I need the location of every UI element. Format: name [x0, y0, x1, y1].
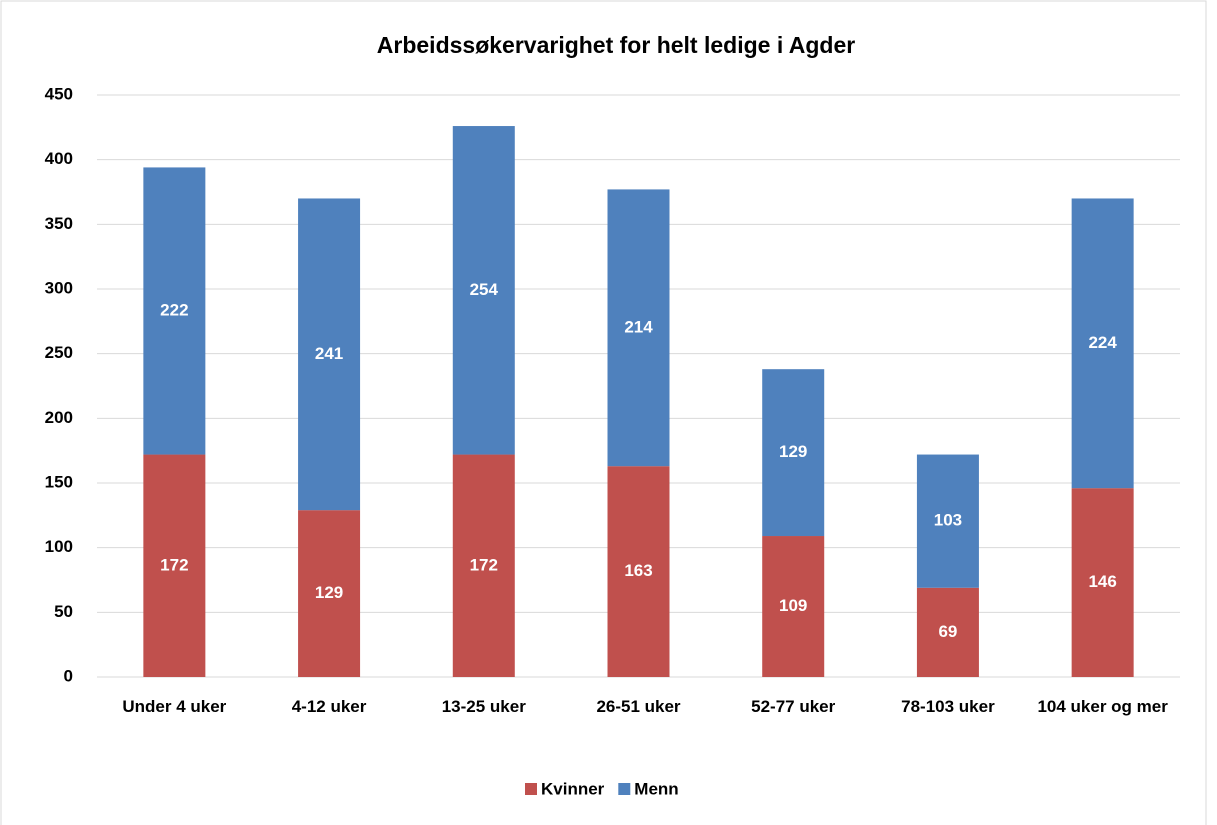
x-tick-label: 26-51 uker — [596, 697, 681, 716]
legend-label: Kvinner — [541, 779, 605, 798]
data-label: 103 — [934, 511, 962, 530]
bar-segment — [1071, 198, 1134, 489]
data-label: 222 — [160, 300, 188, 319]
bar-segment — [916, 587, 979, 677]
bar-segment — [143, 167, 206, 455]
x-tick-label-box: 26-51 uker — [596, 697, 681, 716]
x-tick-label: 104 uker og mer — [1037, 697, 1168, 716]
data-label: 172 — [160, 555, 188, 574]
data-label: 146 — [1088, 572, 1116, 591]
legend-swatch — [618, 783, 631, 795]
x-tick-label-box: 13-25 uker — [441, 697, 526, 716]
bar-segment — [298, 198, 361, 511]
bar-segment — [607, 466, 670, 677]
x-tick-label-box: 78-103 uker — [901, 697, 995, 716]
y-tick-label: 400 — [45, 149, 73, 168]
data-label: 254 — [470, 280, 499, 299]
data-label: 241 — [315, 344, 343, 363]
bar-segment — [143, 454, 206, 677]
data-label: 109 — [779, 596, 807, 615]
y-tick-label: 100 — [45, 537, 73, 556]
bar-segment — [916, 454, 979, 588]
y-tick-label: 50 — [54, 602, 73, 621]
y-tick-label: 250 — [45, 343, 73, 362]
x-tick-label: Under 4 uker — [122, 697, 227, 716]
bar-segment — [452, 454, 515, 677]
x-tick-label-box: 52-77 uker — [751, 697, 836, 716]
legend-label: Menn — [634, 779, 678, 798]
data-label: 129 — [779, 442, 807, 461]
x-tick-label: 4-12 uker — [291, 697, 367, 716]
bar-segment — [607, 189, 670, 467]
bar-segment — [762, 536, 825, 677]
x-tick-label-box: Under 4 uker — [122, 697, 227, 716]
y-tick-label: 450 — [45, 84, 73, 103]
x-tick-label-box: 4-12 uker — [291, 697, 367, 716]
chart-title: Arbeidssøkervarighet for helt ledige i A… — [377, 32, 855, 58]
data-label: 163 — [624, 561, 652, 580]
data-label: 69 — [938, 622, 957, 641]
x-tick-label: 78-103 uker — [901, 697, 995, 716]
data-label: 224 — [1088, 333, 1117, 352]
data-label: 129 — [315, 583, 343, 602]
bar-segment — [762, 369, 825, 537]
y-tick-label: 150 — [45, 472, 73, 491]
x-tick-label: 52-77 uker — [751, 697, 836, 716]
x-tick-label-box: 104 uker og mer — [1037, 697, 1168, 716]
y-tick-label: 200 — [45, 408, 73, 427]
legend-swatch — [525, 783, 537, 795]
bar-segment — [1071, 488, 1134, 677]
y-tick-label: 350 — [45, 214, 73, 233]
bar-segment — [452, 126, 515, 455]
x-tick-label: 13-25 uker — [441, 697, 526, 716]
y-tick-label: 300 — [45, 278, 73, 297]
bar-segment — [298, 510, 361, 677]
data-label: 214 — [624, 317, 653, 336]
y-tick-label: 0 — [64, 666, 73, 685]
data-label: 172 — [470, 555, 498, 574]
